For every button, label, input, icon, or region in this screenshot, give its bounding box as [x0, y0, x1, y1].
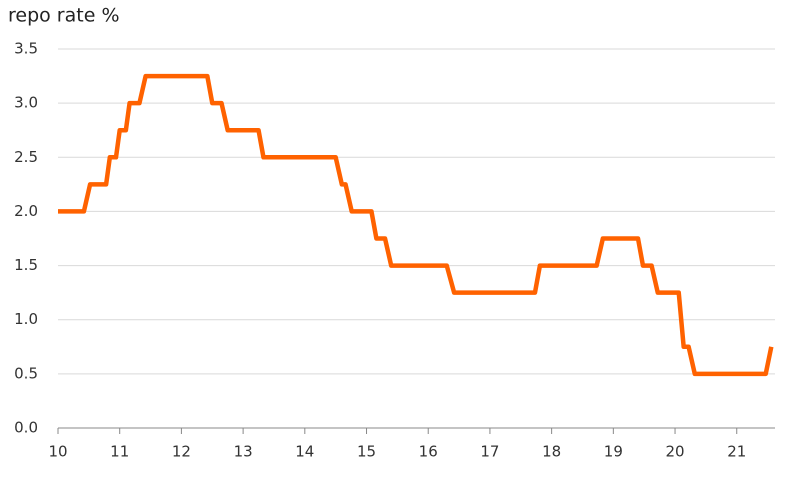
- x-tick-label: 10: [48, 443, 67, 461]
- y-tick-label: 1.5: [14, 256, 38, 274]
- y-tick-label: 2.5: [14, 148, 38, 166]
- y-tick-label: 0.5: [14, 364, 38, 382]
- x-tick-label: 21: [727, 443, 746, 461]
- x-tick-label: 12: [172, 443, 191, 461]
- x-tick-label: 19: [604, 443, 623, 461]
- y-tick-label: 3.5: [14, 40, 38, 58]
- x-tick-label: 13: [234, 443, 253, 461]
- y-tick-label: 1.0: [14, 310, 38, 328]
- x-tick-label: 16: [419, 443, 438, 461]
- x-tick-label: 17: [480, 443, 499, 461]
- x-tick-label: 18: [542, 443, 561, 461]
- line: [58, 73, 774, 377]
- y-tick-label: 0.0: [14, 419, 38, 437]
- x-tick-label: 11: [110, 443, 129, 461]
- y-tick-label: 3.0: [14, 94, 38, 112]
- x-tick-label: 14: [295, 443, 314, 461]
- x-tick-label: 15: [357, 443, 376, 461]
- chart-title: repo rate %: [8, 5, 120, 27]
- y-tick-label: 2.0: [14, 202, 38, 220]
- x-tick-label: 20: [665, 443, 684, 461]
